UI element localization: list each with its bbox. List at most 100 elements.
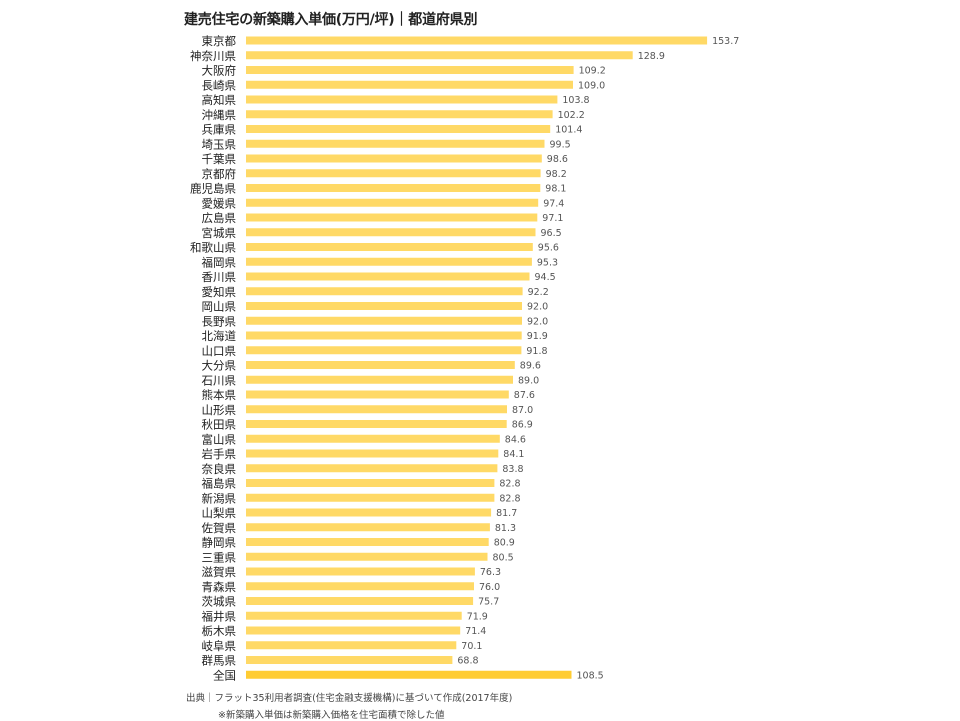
bar <box>246 213 538 222</box>
bar <box>246 479 495 487</box>
category-label: 東京都 <box>202 34 237 48</box>
value-label: 87.6 <box>514 390 535 401</box>
bar <box>246 125 551 133</box>
category-label: 山梨県 <box>202 506 237 520</box>
bar <box>246 656 453 664</box>
value-label: 95.6 <box>538 243 559 254</box>
bar <box>246 582 474 591</box>
bar <box>246 626 461 635</box>
category-label: 福島県 <box>202 477 237 491</box>
bar <box>246 36 708 45</box>
value-label: 102.2 <box>558 110 585 121</box>
category-label: 三重県 <box>202 550 237 564</box>
value-label: 76.3 <box>480 567 501 578</box>
bar <box>246 243 533 251</box>
bar <box>246 51 633 60</box>
value-label: 108.5 <box>577 670 604 681</box>
category-label: 奈良県 <box>202 462 237 476</box>
value-label: 82.8 <box>499 479 520 490</box>
category-label: 岡山県 <box>202 300 237 314</box>
bar <box>246 434 500 443</box>
category-label: 佐賀県 <box>202 521 237 535</box>
value-label: 89.6 <box>520 361 541 372</box>
value-label: 81.7 <box>496 508 517 519</box>
bar <box>246 464 498 473</box>
source-note: 出典｜フラット35利用者調査(住宅金融支援機構)に基づいて作成(2017年度) <box>186 693 513 704</box>
category-label: 愛知県 <box>202 285 237 299</box>
category-label: 滋賀県 <box>202 565 237 579</box>
category-label: 香川県 <box>202 270 237 284</box>
bar <box>246 390 509 399</box>
value-label: 86.9 <box>512 420 533 431</box>
category-label: 群馬県 <box>202 654 237 668</box>
bar <box>246 670 572 679</box>
value-label: 89.0 <box>518 375 539 386</box>
bar <box>246 449 499 458</box>
value-label: 92.0 <box>527 316 548 327</box>
value-label: 81.3 <box>495 523 516 534</box>
bar <box>246 361 515 369</box>
bar <box>246 184 541 192</box>
bar <box>246 154 542 163</box>
bar <box>246 493 495 502</box>
value-label: 68.8 <box>457 656 478 667</box>
category-label: 北海道 <box>202 329 237 343</box>
bar <box>246 80 573 89</box>
category-label: 福井県 <box>202 609 237 623</box>
bar <box>246 316 522 325</box>
value-label: 80.5 <box>493 552 514 563</box>
category-label: 鹿児島県 <box>190 182 236 196</box>
bar <box>246 405 507 414</box>
value-label: 92.0 <box>527 302 548 313</box>
value-label: 109.2 <box>579 66 606 77</box>
bar <box>246 538 489 546</box>
bar <box>246 66 574 74</box>
bar <box>246 198 539 207</box>
bar <box>246 346 522 355</box>
bar <box>246 272 530 281</box>
value-label: 84.1 <box>503 449 524 460</box>
value-label: 97.4 <box>543 198 564 209</box>
bar <box>246 641 457 650</box>
bar <box>246 331 522 340</box>
bar <box>246 375 513 384</box>
value-label: 109.0 <box>578 80 605 91</box>
value-label: 75.7 <box>478 597 499 608</box>
value-label: 83.8 <box>502 464 523 475</box>
bar <box>246 110 553 119</box>
value-label: 76.0 <box>479 582 500 593</box>
category-label: 福岡県 <box>202 255 237 269</box>
value-label: 101.4 <box>555 125 582 136</box>
value-label: 98.6 <box>547 154 568 165</box>
category-label: 高知県 <box>202 93 237 107</box>
category-label: 宮城県 <box>202 226 237 240</box>
category-label: 全国 <box>213 668 236 682</box>
bar <box>246 287 523 296</box>
value-label: 87.0 <box>512 405 533 416</box>
category-label: 埼玉県 <box>202 137 237 151</box>
category-label: 熊本県 <box>202 388 237 402</box>
category-label: 静岡県 <box>202 536 237 550</box>
category-label: 長崎県 <box>202 78 237 92</box>
footnote: ※新築購入単価は新築購入価格を住宅面積で除した値 <box>218 710 445 721</box>
bar <box>246 139 545 148</box>
category-label: 青森県 <box>202 580 237 594</box>
chart-title: 建売住宅の新築購入単価(万円/坪)｜都道府県別 <box>184 12 478 28</box>
bar <box>246 420 507 428</box>
value-label: 70.1 <box>461 641 482 652</box>
value-label: 84.6 <box>505 434 526 445</box>
bar <box>246 302 522 310</box>
category-label: 大分県 <box>202 359 237 373</box>
value-label: 96.5 <box>541 228 562 239</box>
category-label: 岐阜県 <box>202 639 237 653</box>
bar <box>246 523 490 532</box>
value-label: 128.9 <box>638 51 665 62</box>
bar <box>246 257 532 266</box>
category-label: 愛媛県 <box>202 196 237 210</box>
value-label: 91.9 <box>527 331 548 342</box>
value-label: 80.9 <box>494 538 515 549</box>
value-label: 153.7 <box>712 36 739 47</box>
category-label: 和歌山県 <box>190 241 236 255</box>
value-label: 82.8 <box>499 493 520 504</box>
category-label: 山形県 <box>202 403 237 417</box>
